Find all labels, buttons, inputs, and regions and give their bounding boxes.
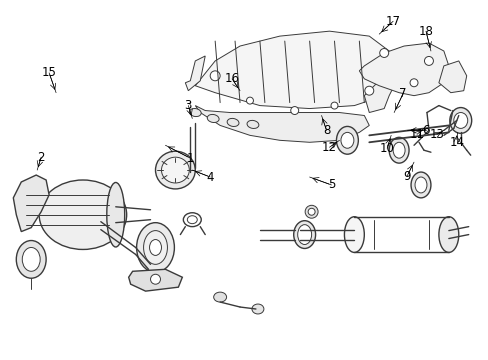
Ellipse shape bbox=[453, 113, 467, 129]
Ellipse shape bbox=[424, 57, 432, 66]
Text: 1: 1 bbox=[186, 152, 194, 165]
Text: 13: 13 bbox=[428, 128, 444, 141]
Ellipse shape bbox=[438, 217, 458, 252]
Ellipse shape bbox=[207, 114, 219, 122]
Text: 17: 17 bbox=[385, 15, 400, 28]
Polygon shape bbox=[128, 269, 182, 291]
Ellipse shape bbox=[392, 142, 404, 158]
Ellipse shape bbox=[379, 49, 388, 58]
Ellipse shape bbox=[143, 231, 167, 264]
Ellipse shape bbox=[246, 97, 253, 104]
Polygon shape bbox=[195, 105, 368, 142]
Text: 6: 6 bbox=[421, 124, 429, 137]
Text: 18: 18 bbox=[418, 24, 432, 38]
Polygon shape bbox=[13, 175, 49, 231]
Ellipse shape bbox=[155, 151, 195, 189]
Ellipse shape bbox=[210, 71, 220, 81]
Text: 8: 8 bbox=[322, 124, 329, 137]
Text: 11: 11 bbox=[408, 128, 424, 141]
Text: 15: 15 bbox=[41, 66, 57, 79]
Ellipse shape bbox=[161, 157, 189, 183]
Ellipse shape bbox=[246, 120, 258, 129]
Ellipse shape bbox=[293, 221, 315, 248]
Polygon shape bbox=[195, 31, 398, 109]
Polygon shape bbox=[185, 56, 205, 91]
Text: 2: 2 bbox=[38, 151, 45, 164]
Ellipse shape bbox=[39, 180, 126, 249]
Ellipse shape bbox=[189, 108, 201, 117]
Text: 4: 4 bbox=[206, 171, 214, 184]
Text: 16: 16 bbox=[224, 72, 239, 85]
Ellipse shape bbox=[106, 183, 124, 247]
Text: 5: 5 bbox=[327, 179, 334, 192]
Ellipse shape bbox=[449, 108, 471, 133]
Ellipse shape bbox=[16, 240, 46, 278]
Ellipse shape bbox=[409, 79, 417, 87]
Ellipse shape bbox=[414, 177, 426, 193]
Ellipse shape bbox=[136, 223, 174, 272]
Text: 10: 10 bbox=[379, 142, 394, 155]
Text: 7: 7 bbox=[399, 87, 406, 100]
Text: 12: 12 bbox=[322, 141, 336, 154]
Ellipse shape bbox=[388, 137, 408, 163]
Ellipse shape bbox=[227, 118, 239, 126]
Polygon shape bbox=[359, 43, 448, 96]
Text: 9: 9 bbox=[403, 170, 410, 183]
Polygon shape bbox=[364, 81, 393, 113]
Ellipse shape bbox=[305, 205, 317, 218]
Text: 14: 14 bbox=[448, 136, 463, 149]
Ellipse shape bbox=[340, 132, 353, 148]
Ellipse shape bbox=[364, 86, 373, 95]
Ellipse shape bbox=[251, 304, 264, 314]
Ellipse shape bbox=[336, 126, 358, 154]
Ellipse shape bbox=[22, 247, 40, 271]
Ellipse shape bbox=[149, 239, 161, 255]
Ellipse shape bbox=[330, 102, 337, 109]
Ellipse shape bbox=[187, 216, 197, 224]
Ellipse shape bbox=[410, 172, 430, 198]
Ellipse shape bbox=[344, 217, 364, 252]
Ellipse shape bbox=[213, 292, 226, 302]
Ellipse shape bbox=[297, 225, 311, 244]
Ellipse shape bbox=[290, 107, 298, 114]
Ellipse shape bbox=[150, 274, 160, 284]
Ellipse shape bbox=[307, 208, 314, 215]
Polygon shape bbox=[438, 61, 466, 93]
Text: 3: 3 bbox=[184, 99, 192, 112]
